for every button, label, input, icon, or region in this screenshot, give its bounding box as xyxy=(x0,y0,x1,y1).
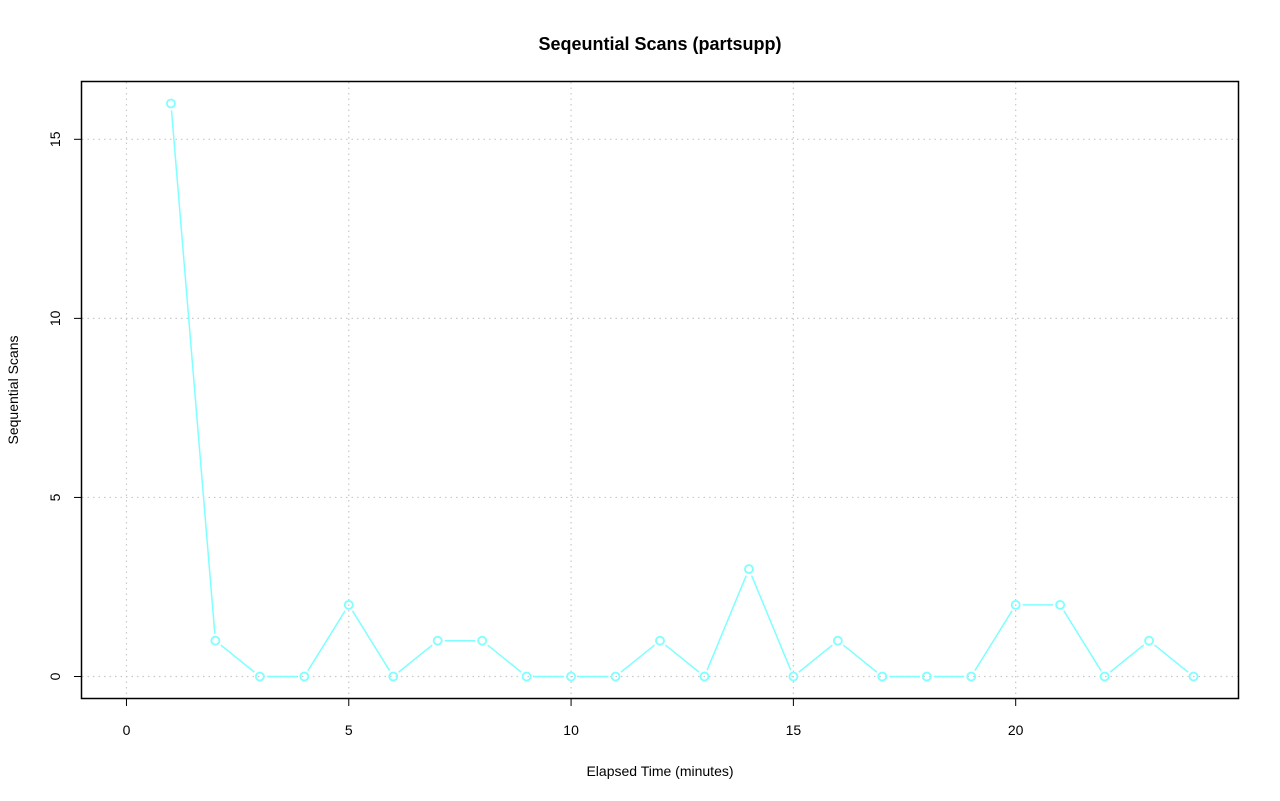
data-point xyxy=(832,635,843,646)
series-line-segment xyxy=(220,644,255,673)
x-axis-label: Elapsed Time (minutes) xyxy=(586,763,733,779)
data-point xyxy=(343,599,354,610)
x-tick-label: 15 xyxy=(786,722,802,738)
x-tick-label: 20 xyxy=(1008,722,1024,738)
y-axis-label: Sequential Scans xyxy=(5,336,21,445)
data-point xyxy=(1144,635,1154,646)
data-point xyxy=(166,98,176,109)
series-line-segment xyxy=(974,610,1013,671)
x-tick-label: 5 xyxy=(345,722,353,738)
data-point xyxy=(299,671,310,682)
data-point xyxy=(921,671,932,682)
data-point xyxy=(966,671,977,682)
series-line-segment xyxy=(487,644,522,673)
series-line-segment xyxy=(1154,644,1189,673)
y-tick-label: 15 xyxy=(47,131,63,147)
series-line-segment xyxy=(706,575,747,671)
data-point xyxy=(388,671,399,682)
series-line-segment xyxy=(351,610,391,671)
series-line-segment xyxy=(620,644,656,673)
data-point xyxy=(1188,671,1199,682)
x-tick-label: 10 xyxy=(563,722,579,738)
series-line-segment xyxy=(664,644,700,673)
data-point xyxy=(1010,599,1021,610)
data-point xyxy=(655,635,665,646)
series-line-segment xyxy=(798,644,833,673)
data-point xyxy=(877,671,888,682)
series-line-segment xyxy=(170,110,216,634)
y-tick-label: 0 xyxy=(47,672,63,680)
data-point xyxy=(432,635,443,646)
series-line-segment xyxy=(842,644,878,673)
data-point xyxy=(254,671,265,682)
y-axis: 0 5 10 15 xyxy=(47,131,82,680)
x-axis: 0 5 10 15 20 xyxy=(123,698,1024,738)
grid xyxy=(82,82,1238,698)
y-tick-label: 5 xyxy=(47,493,63,501)
data-point xyxy=(1099,671,1110,682)
data-point xyxy=(699,671,710,682)
data-point xyxy=(210,635,221,646)
data-point xyxy=(610,671,621,682)
series-line-segment xyxy=(750,575,792,671)
plot-frame xyxy=(80,80,1240,700)
data-point xyxy=(566,671,576,682)
series-layer xyxy=(166,98,1199,682)
series-line-segment xyxy=(307,610,346,671)
data-point xyxy=(521,671,532,682)
series-line-segment xyxy=(1063,610,1102,671)
data-point xyxy=(1055,599,1066,610)
data-point xyxy=(744,564,754,574)
chart-title: Seqeuntial Scans (partsupp) xyxy=(538,34,781,54)
data-point xyxy=(788,671,799,682)
x-tick-label: 0 xyxy=(123,722,131,738)
series-line-segment xyxy=(1109,644,1145,673)
y-tick-label: 10 xyxy=(47,310,63,326)
series-line-segment xyxy=(398,644,433,673)
data-point xyxy=(477,635,488,646)
